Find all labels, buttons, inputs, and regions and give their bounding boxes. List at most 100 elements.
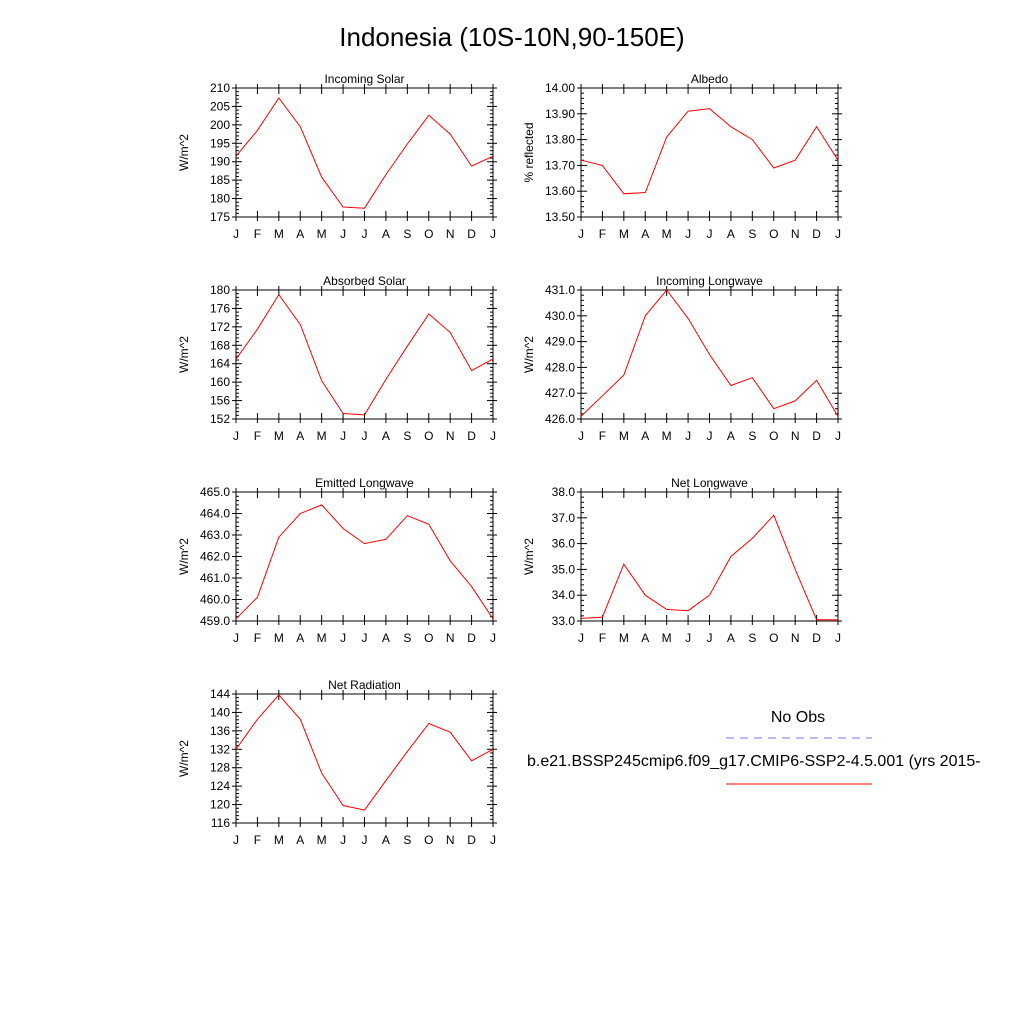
y-tick-label: 429.0 <box>545 335 575 349</box>
plot-frame <box>235 491 494 622</box>
x-tick-label: A <box>641 429 649 443</box>
x-tick-label: F <box>599 631 606 645</box>
legend-model-label: b.e21.BSSP245cmip6.f09_g17.CMIP6-SSP2-4.… <box>527 753 981 770</box>
y-tick-label: 210 <box>210 81 230 95</box>
y-axis-label: W/m^2 <box>177 336 191 373</box>
x-tick-label: J <box>685 227 691 241</box>
x-tick-label: N <box>446 227 455 241</box>
x-tick-label: A <box>727 227 735 241</box>
x-tick-label: D <box>467 227 476 241</box>
y-tick-label: 124 <box>210 779 230 793</box>
y-tick-label: 36.0 <box>552 537 576 551</box>
y-tick-label: 13.60 <box>545 184 575 198</box>
series-line <box>235 293 494 416</box>
panel-title: Incoming Solar <box>324 72 404 86</box>
y-tick-label: 14.00 <box>545 81 575 95</box>
series-line <box>580 514 838 621</box>
x-tick-label: N <box>446 429 455 443</box>
x-tick-label: J <box>490 429 496 443</box>
x-tick-label: O <box>769 429 778 443</box>
plot-frame <box>235 289 494 420</box>
x-tick-label: J <box>233 631 239 645</box>
y-tick-label: 185 <box>210 173 230 187</box>
x-tick-label: J <box>362 227 368 241</box>
y-tick-label: 465.0 <box>200 485 230 499</box>
x-tick-label: A <box>296 631 304 645</box>
panel-title: Incoming Longwave <box>656 274 763 288</box>
y-tick-label: 13.80 <box>545 133 575 147</box>
plot-frame <box>235 693 494 824</box>
panel-title: Net Radiation <box>328 678 401 692</box>
plot-frame <box>580 87 839 218</box>
y-axis-label: % reflected <box>522 122 536 182</box>
x-tick-label: M <box>317 631 327 645</box>
x-tick-label: D <box>467 833 476 847</box>
y-tick-label: 152 <box>210 412 230 426</box>
x-tick-label: J <box>578 631 584 645</box>
y-tick-label: 175 <box>210 210 230 224</box>
x-tick-label: J <box>578 429 584 443</box>
y-tick-label: 190 <box>210 155 230 169</box>
panel-absorbed-solar: Absorbed Solar 152 156 160 164 168 172 176 180 J F… <box>177 274 497 443</box>
plot-frame <box>235 87 494 218</box>
y-tick-label: 13.70 <box>545 158 575 172</box>
panel-title: Emitted Longwave <box>315 476 414 490</box>
y-tick-label: 461.0 <box>200 571 230 585</box>
y-tick-label: 459.0 <box>200 614 230 628</box>
x-tick-label: M <box>317 227 327 241</box>
x-tick-label: M <box>317 833 327 847</box>
x-tick-label: F <box>254 429 261 443</box>
x-tick-label: O <box>424 429 433 443</box>
y-tick-label: 116 <box>211 816 230 830</box>
x-tick-label: N <box>446 631 455 645</box>
y-tick-label: 464.0 <box>200 507 230 521</box>
y-tick-label: 156 <box>210 394 230 408</box>
x-tick-label: A <box>641 227 649 241</box>
y-tick-label: 428.0 <box>545 360 575 374</box>
x-tick-label: J <box>362 631 368 645</box>
x-tick-label: J <box>707 631 713 645</box>
x-tick-label: M <box>274 833 284 847</box>
y-tick-label: 164 <box>210 357 230 371</box>
x-tick-label: A <box>641 631 649 645</box>
x-tick-label: J <box>685 631 691 645</box>
x-tick-label: M <box>274 227 284 241</box>
x-tick-label: J <box>233 833 239 847</box>
x-tick-label: A <box>727 429 735 443</box>
x-tick-label: J <box>362 833 368 847</box>
panel-emitted-longwave: Emitted Longwave 459.0 460.0 461.0 462.0 463.… <box>177 476 497 645</box>
x-tick-label: M <box>274 429 284 443</box>
x-tick-label: S <box>403 833 411 847</box>
plot-frame <box>580 491 839 622</box>
x-tick-label: O <box>424 833 433 847</box>
x-tick-label: D <box>812 227 821 241</box>
x-tick-label: J <box>490 833 496 847</box>
y-tick-label: 463.0 <box>200 528 230 542</box>
y-axis-label: W/m^2 <box>522 336 536 373</box>
x-tick-label: A <box>382 631 390 645</box>
x-tick-label: J <box>707 429 713 443</box>
x-tick-label: N <box>791 429 800 443</box>
y-tick-label: 13.50 <box>545 210 575 224</box>
x-tick-label: S <box>748 631 756 645</box>
series-line <box>580 289 839 417</box>
series-line <box>235 97 494 209</box>
y-axis-label: W/m^2 <box>177 740 191 777</box>
y-tick-label: 132 <box>210 742 230 756</box>
y-tick-label: 431.0 <box>545 283 575 297</box>
x-tick-label: M <box>274 631 284 645</box>
x-tick-label: S <box>403 227 411 241</box>
x-tick-label: J <box>340 833 346 847</box>
y-tick-label: 176 <box>210 301 230 315</box>
x-tick-label: M <box>317 429 327 443</box>
x-tick-label: S <box>748 429 756 443</box>
x-tick-label: F <box>254 631 261 645</box>
panel-title: Albedo <box>691 72 729 86</box>
y-tick-label: 13.90 <box>545 107 575 121</box>
x-tick-label: M <box>619 631 629 645</box>
y-tick-label: 38.0 <box>552 485 576 499</box>
x-tick-label: F <box>254 833 261 847</box>
x-tick-label: J <box>362 429 368 443</box>
